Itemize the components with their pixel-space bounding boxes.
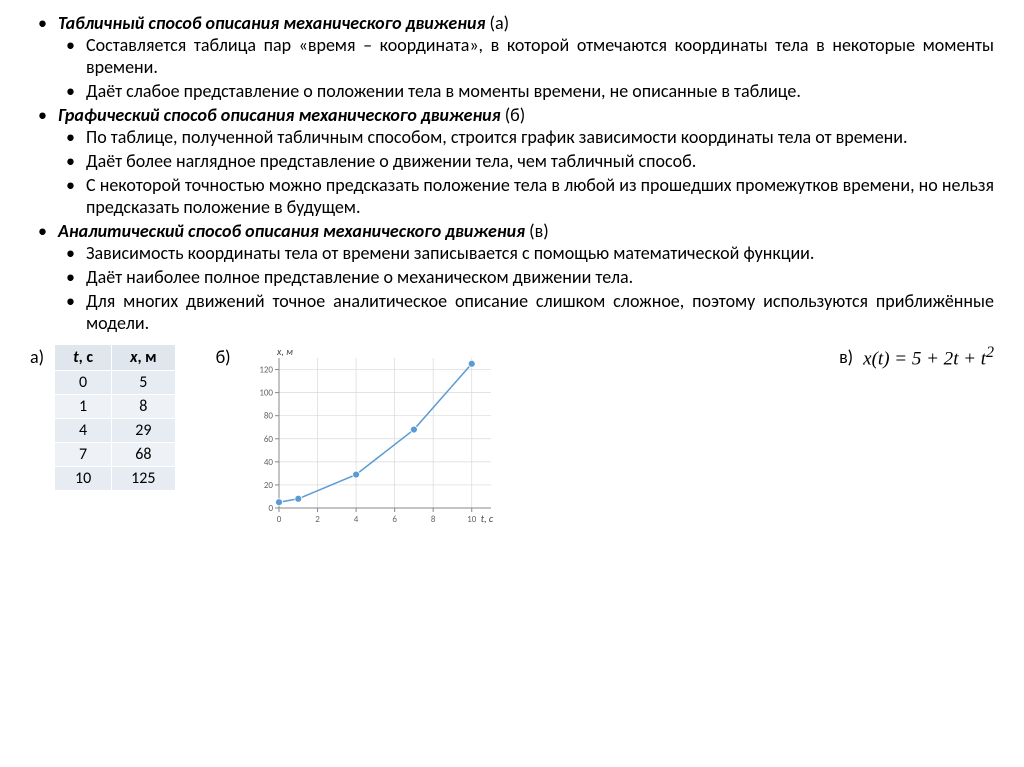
table-header: t, с: [55, 345, 112, 371]
svg-text:10: 10: [467, 514, 477, 525]
section-subitem: Составляется таблица пар «время – коорди…: [58, 34, 994, 78]
panel-a-label: а): [30, 344, 44, 368]
table-row: 10125: [55, 467, 176, 491]
svg-text:0: 0: [276, 514, 281, 525]
svg-text:x, м: x, м: [276, 345, 293, 358]
outline-list: Табличный способ описания механического …: [30, 12, 994, 334]
svg-text:2: 2: [315, 514, 320, 525]
section-subitem: По таблице, полученной табличным способо…: [58, 126, 994, 148]
table-cell: 68: [112, 443, 176, 467]
section-subitem: С некоторой точностью можно предсказать …: [58, 174, 994, 218]
section-item: Табличный способ описания механического …: [30, 12, 994, 102]
table-cell: 0: [55, 371, 112, 395]
table-cell: 5: [112, 371, 176, 395]
svg-text:0: 0: [268, 503, 273, 514]
table-cell: 29: [112, 419, 176, 443]
section-item: Аналитический способ описания механическ…: [30, 220, 994, 334]
panel-b-label: б): [216, 344, 231, 368]
table-row: 05: [55, 371, 176, 395]
svg-text:100: 100: [259, 388, 273, 399]
table-cell: 10: [55, 467, 112, 491]
section-subitem: Для многих движений точное аналитическое…: [58, 290, 994, 334]
table-cell: 4: [55, 419, 112, 443]
section-subitem: Даёт наиболее полное представление о мех…: [58, 266, 994, 288]
examples-row: а) t, сx, м051842976810125 б) 0246810020…: [30, 344, 994, 534]
table-header: x, м: [112, 345, 176, 371]
section-sublist: Зависимость координаты тела от времени з…: [58, 242, 994, 334]
panel-a: а) t, сx, м051842976810125: [30, 344, 176, 491]
panel-c-label: в): [839, 344, 853, 368]
table-cell: 125: [112, 467, 176, 491]
section-title: Табличный способ описания механического …: [58, 12, 509, 34]
formula-text: x(t) = 5 + 2t + t2: [863, 344, 994, 370]
svg-text:6: 6: [392, 514, 397, 525]
motion-chart: 0246810020406080100120t, сx, м: [241, 344, 501, 534]
svg-text:20: 20: [264, 480, 274, 491]
table-cell: 8: [112, 395, 176, 419]
svg-text:80: 80: [264, 411, 274, 422]
data-table: t, сx, м051842976810125: [54, 344, 176, 491]
panel-c: в) x(t) = 5 + 2t + t2: [839, 344, 994, 370]
section-title: Графический способ описания механическог…: [58, 104, 525, 126]
section-subitem: Даёт более наглядное представление о дви…: [58, 150, 994, 172]
svg-text:4: 4: [353, 514, 358, 525]
section-subitem: Зависимость координаты тела от времени з…: [58, 242, 994, 264]
table-row: 768: [55, 443, 176, 467]
section-item: Графический способ описания механическог…: [30, 104, 994, 218]
section-title: Аналитический способ описания механическ…: [58, 220, 549, 242]
panel-b: б) 0246810020406080100120t, сx, м: [216, 344, 501, 534]
section-sublist: По таблице, полученной табличным способо…: [58, 126, 994, 218]
section-sublist: Составляется таблица пар «время – коорди…: [58, 34, 994, 102]
svg-text:60: 60: [264, 434, 274, 445]
svg-text:120: 120: [259, 365, 273, 376]
chart-container: 0246810020406080100120t, сx, м: [241, 344, 501, 534]
table-cell: 1: [55, 395, 112, 419]
svg-text:40: 40: [264, 457, 274, 468]
svg-text:t, с: t, с: [480, 512, 493, 525]
svg-text:8: 8: [431, 514, 436, 525]
table-row: 18: [55, 395, 176, 419]
table-cell: 7: [55, 443, 112, 467]
table-row: 429: [55, 419, 176, 443]
section-subitem: Даёт слабое представление о положении те…: [58, 80, 994, 102]
